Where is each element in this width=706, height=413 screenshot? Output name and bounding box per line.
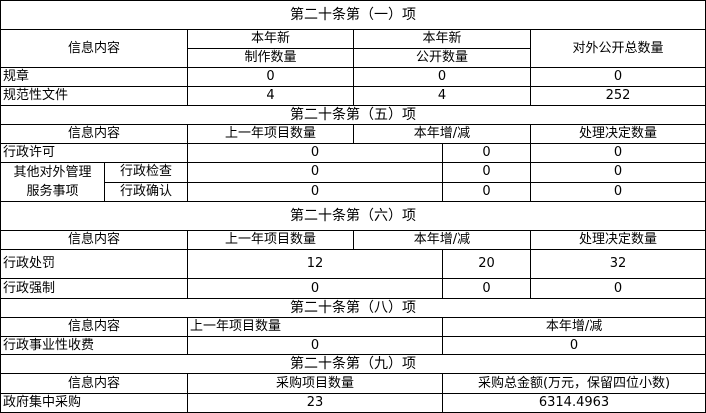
section-1-title: 第二十条第（一）项 — [0, 0, 706, 30]
cell-change: 20 — [442, 249, 531, 279]
row-label: 行政许可 — [0, 143, 188, 163]
row-label: 行政事业性收费 — [0, 336, 188, 355]
row-label: 行政处罚 — [0, 249, 188, 279]
cell-change: 0 — [442, 278, 531, 299]
cell-decided: 32 — [529, 249, 706, 279]
header-new-pub-1: 本年新 — [353, 29, 531, 49]
header-decided: 处理决定数量 — [529, 124, 706, 144]
table-row: 行政事业性收费 0 0 — [0, 336, 706, 355]
cell-make: 0 — [187, 67, 354, 87]
row-label: 行政强制 — [0, 278, 188, 299]
cell-change: 0 — [441, 336, 706, 355]
cell-prev: 0 — [187, 181, 443, 202]
header-new-pub-2: 公开数量 — [353, 48, 531, 68]
row-label: 规范性文件 — [0, 86, 188, 106]
cell-change: 0 — [442, 143, 531, 163]
section-8-title: 第二十条第（八）项 — [0, 298, 706, 318]
table-row: 其他对外管理 服务事项 行政检查 0 0 0 — [0, 162, 706, 202]
header-new-make-1: 本年新 — [187, 29, 354, 49]
header-count: 采购项目数量 — [187, 373, 443, 394]
cell-decided: 0 — [529, 162, 706, 183]
table-row: 行政确认 0 0 0 — [1, 181, 706, 202]
cell-total: 0 — [529, 67, 706, 87]
table-row: 规范性文件 4 4 252 — [0, 86, 706, 106]
header-prev: 上一年项目数量 — [187, 230, 354, 250]
cell-prev: 0 — [187, 336, 443, 355]
cell-decided: 0 — [529, 143, 706, 163]
cell-prev: 0 — [187, 143, 443, 163]
cell-change: 0 — [442, 181, 531, 202]
cell-make: 4 — [187, 86, 354, 106]
header-info: 信息内容 — [0, 29, 188, 68]
cell-pub: 0 — [353, 67, 531, 87]
header-new-make-2: 制作数量 — [187, 48, 354, 68]
row-label: 行政检查 — [104, 162, 188, 183]
cell-prev: 12 — [187, 249, 443, 279]
header-info: 信息内容 — [0, 230, 188, 250]
row-label: 政府集中采购 — [0, 393, 188, 413]
table-row: 行政许可 0 0 0 — [0, 143, 706, 163]
header-change: 本年增/减 — [441, 317, 706, 337]
header-change: 本年增/减 — [353, 230, 531, 250]
header-info: 信息内容 — [0, 317, 188, 337]
header-info: 信息内容 — [0, 124, 188, 144]
header-change: 本年增/减 — [353, 124, 531, 144]
cell-pub: 4 — [353, 86, 531, 106]
table-row: 政府集中采购 23 6314.4963 — [0, 393, 706, 413]
table-row: 行政强制 0 0 0 — [0, 278, 706, 299]
header-prev: 上一年项目数量 — [187, 317, 443, 337]
section-6-title: 第二十条第（六）项 — [0, 201, 706, 231]
header-info: 信息内容 — [0, 373, 188, 394]
cell-total: 252 — [529, 86, 706, 106]
other-group-label: 其他对外管理 服务事项 — [0, 162, 105, 202]
header-decided: 处理决定数量 — [529, 230, 706, 250]
row-label: 行政确认 — [104, 181, 188, 202]
cell-decided: 0 — [529, 278, 706, 299]
table-row: 规章 0 0 0 — [0, 67, 706, 87]
cell-prev: 0 — [187, 162, 443, 183]
row-label: 规章 — [0, 67, 188, 87]
header-total: 对外公开总数量 — [529, 29, 706, 68]
header-amount: 采购总金额(万元，保留四位小数) — [441, 373, 706, 394]
table-row: 行政处罚 12 20 32 — [0, 249, 706, 279]
section-5-title: 第二十条第（五）项 — [0, 105, 706, 125]
cell-decided: 0 — [529, 181, 706, 202]
header-prev: 上一年项目数量 — [187, 124, 354, 144]
cell-count: 23 — [187, 393, 443, 413]
cell-amount: 6314.4963 — [441, 393, 706, 413]
section-9-title: 第二十条第（九）项 — [0, 354, 706, 374]
other-group-line-2: 服务事项 — [26, 184, 79, 199]
cell-change: 0 — [442, 162, 531, 183]
cell-prev: 0 — [187, 278, 443, 299]
other-group-line-1: 其他对外管理 — [13, 165, 92, 180]
